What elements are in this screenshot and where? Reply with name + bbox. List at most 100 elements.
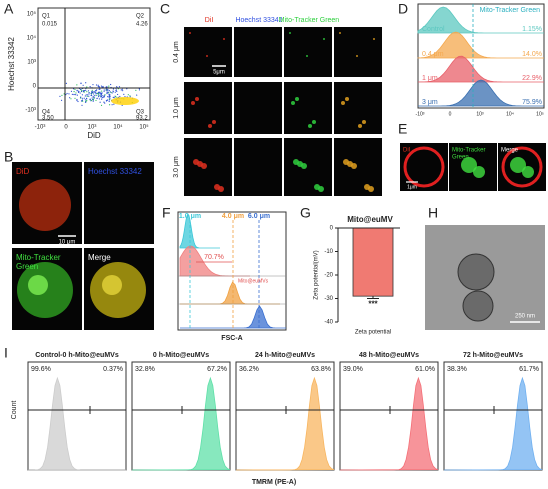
event	[106, 89, 107, 90]
event	[78, 92, 79, 93]
label: 32.8%	[135, 366, 155, 373]
event	[96, 95, 97, 96]
event	[92, 84, 93, 85]
signal	[28, 275, 48, 295]
event	[72, 94, 73, 95]
label: 0	[449, 111, 452, 117]
event	[59, 96, 60, 97]
plot-frame	[28, 362, 126, 470]
label: 22.9%	[522, 75, 542, 82]
event	[91, 100, 92, 101]
histogram	[180, 282, 280, 304]
event	[74, 98, 75, 99]
event	[104, 94, 105, 95]
event	[80, 83, 81, 84]
micrograph	[234, 27, 282, 77]
event	[95, 100, 96, 101]
event	[124, 96, 125, 97]
event	[69, 97, 70, 98]
micrograph	[334, 27, 382, 77]
label: 3 μm	[422, 99, 438, 106]
event	[82, 94, 83, 95]
event	[136, 94, 137, 95]
event	[92, 90, 93, 91]
event	[83, 85, 84, 86]
panel-label: D	[398, 1, 408, 17]
label: 0	[64, 125, 68, 131]
event	[116, 89, 117, 90]
event	[113, 88, 114, 89]
event	[113, 97, 114, 98]
event	[90, 99, 91, 100]
event	[104, 89, 105, 90]
signal	[289, 32, 291, 34]
label: 70.7%	[204, 254, 224, 261]
event	[84, 90, 85, 91]
event	[109, 97, 110, 98]
signal	[193, 159, 199, 165]
event	[119, 96, 120, 97]
event	[109, 90, 110, 91]
label: Mito-Tracker	[16, 253, 61, 262]
micrograph	[234, 82, 282, 134]
label: 6.0 μm	[248, 213, 270, 220]
signal	[345, 97, 349, 101]
event	[109, 104, 110, 105]
event	[85, 102, 86, 103]
label: -10³	[35, 125, 46, 131]
event	[112, 92, 113, 93]
event	[93, 98, 94, 99]
signal	[195, 97, 199, 101]
event	[68, 93, 69, 94]
event	[86, 91, 87, 92]
label: DiD	[87, 131, 101, 140]
event	[96, 98, 97, 99]
label: 0.4 μm	[422, 51, 444, 58]
label: Mito@euMV	[347, 215, 393, 224]
label: 0.015	[42, 22, 58, 28]
signal	[362, 120, 366, 124]
label: 36.2%	[239, 366, 259, 373]
event	[101, 99, 102, 100]
label: Zeta potential(mV)	[314, 250, 320, 299]
event	[135, 90, 136, 91]
label: 63.8%	[311, 366, 331, 373]
panel-label: C	[160, 1, 170, 17]
event	[92, 97, 93, 98]
signal	[314, 184, 320, 190]
event	[87, 96, 88, 97]
signal	[373, 38, 375, 40]
event	[121, 89, 122, 90]
event	[98, 96, 99, 97]
signal	[102, 275, 122, 295]
event	[74, 94, 75, 95]
signal	[308, 124, 312, 128]
label: Control-0 h-Mito@euMVs	[35, 352, 119, 359]
label: 10⁴	[27, 35, 37, 42]
event	[81, 100, 82, 101]
vesicle	[458, 254, 494, 290]
event	[88, 96, 89, 97]
label: 0 h-Mito@euMVs	[153, 352, 209, 359]
panel-label: B	[4, 149, 13, 165]
event	[122, 90, 123, 91]
label: 0.4 μm	[173, 41, 180, 63]
event	[81, 105, 82, 106]
panel-label: F	[162, 205, 171, 221]
event	[110, 91, 111, 92]
label: 0.37%	[103, 366, 123, 373]
signal	[291, 101, 295, 105]
event	[91, 92, 92, 93]
label: Control	[422, 26, 445, 33]
event	[87, 94, 88, 95]
x-tick-label: Zeta potential	[355, 330, 391, 336]
event	[96, 84, 97, 85]
event	[71, 91, 72, 92]
event	[96, 90, 97, 91]
event	[88, 93, 89, 94]
event	[117, 94, 118, 95]
signal	[295, 97, 299, 101]
event	[99, 89, 100, 90]
event	[99, 86, 100, 87]
micrograph	[284, 138, 332, 196]
